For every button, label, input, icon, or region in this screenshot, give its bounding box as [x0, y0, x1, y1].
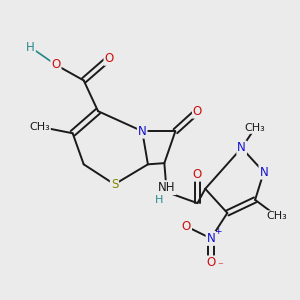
- Text: O: O: [193, 168, 202, 181]
- Text: NH: NH: [158, 181, 175, 194]
- Text: S: S: [111, 178, 118, 191]
- Text: N: N: [138, 125, 147, 138]
- Text: O: O: [182, 220, 191, 233]
- Text: N: N: [260, 166, 268, 178]
- Text: H: H: [155, 195, 164, 205]
- Text: CH₃: CH₃: [245, 123, 266, 133]
- Text: ⁻: ⁻: [217, 261, 223, 271]
- Text: N: N: [237, 141, 246, 154]
- Text: O: O: [193, 105, 202, 118]
- Text: O: O: [104, 52, 114, 65]
- Text: N: N: [206, 232, 215, 245]
- Text: H: H: [26, 41, 35, 54]
- Text: O: O: [51, 58, 61, 71]
- Text: CH₃: CH₃: [29, 122, 50, 132]
- Text: +: +: [214, 227, 221, 236]
- Text: O: O: [206, 256, 215, 269]
- Text: CH₃: CH₃: [267, 211, 288, 221]
